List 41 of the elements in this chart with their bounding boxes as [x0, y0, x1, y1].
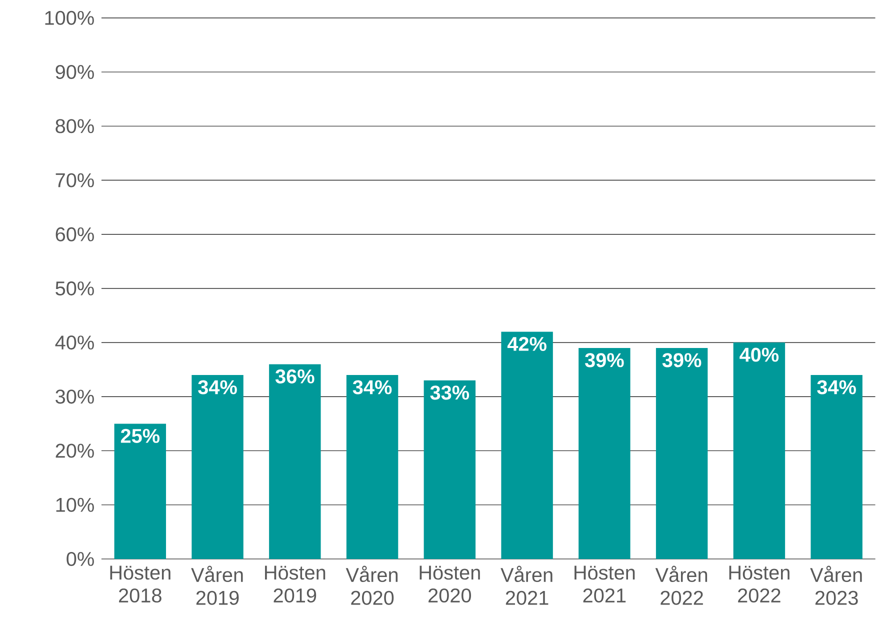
- y-tick-label: 40%: [55, 336, 94, 350]
- bar: [578, 348, 630, 560]
- bar: [424, 380, 476, 560]
- bar: [192, 375, 244, 560]
- bar: [810, 375, 862, 560]
- y-tick-label: 90%: [56, 65, 94, 80]
- bar: [501, 332, 553, 560]
- y-tick-label: 20%: [56, 444, 94, 458]
- data-label: 25%: [120, 429, 160, 444]
- data-label: 34%: [352, 380, 392, 394]
- data-label: 40%: [740, 348, 779, 362]
- data-label: 39%: [662, 353, 702, 368]
- x-tick-label: Hösten 2020: [420, 566, 480, 603]
- x-tick-label: Våren 2022: [655, 566, 708, 606]
- data-label: 34%: [198, 380, 237, 394]
- bar: [656, 348, 708, 560]
- bar: [346, 375, 398, 560]
- y-tick-label: 0%: [66, 552, 94, 566]
- x-tick-label: Hösten 2018: [110, 566, 170, 603]
- data-label: 39%: [584, 353, 624, 368]
- x-tick-label: Hösten 2021: [574, 566, 635, 603]
- y-tick-label: 70%: [56, 173, 94, 188]
- x-tick-label: Hösten 2022: [729, 566, 790, 603]
- bar: [269, 364, 321, 560]
- data-label: 36%: [275, 370, 314, 384]
- y-tick-label: 50%: [56, 282, 94, 296]
- y-tick-label: 10%: [56, 498, 94, 512]
- x-tick-label: Våren 2019: [191, 566, 243, 606]
- x-tick-label: Våren 2023: [810, 566, 862, 606]
- x-tick-label: Hösten 2019: [265, 566, 326, 603]
- data-label: 33%: [430, 386, 470, 400]
- y-tick-label: 80%: [56, 119, 94, 134]
- data-label: 34%: [817, 380, 856, 394]
- bar: [733, 342, 786, 560]
- y-tick-label: 100%: [45, 11, 94, 26]
- y-tick-label: 30%: [56, 390, 94, 404]
- bar: [114, 424, 166, 560]
- y-tick-label: 60%: [56, 227, 94, 242]
- x-tick-label: Våren 2021: [500, 566, 552, 606]
- x-tick-label: Våren 2020: [346, 566, 398, 606]
- data-label: 42%: [507, 337, 546, 352]
